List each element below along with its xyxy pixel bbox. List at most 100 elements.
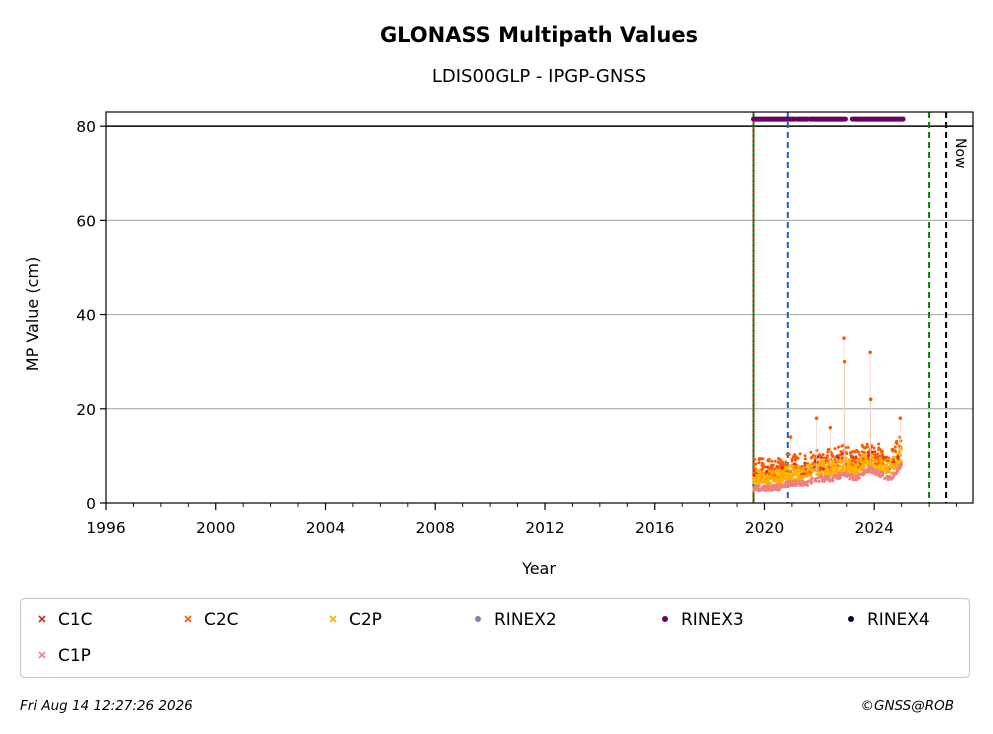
data-point — [768, 488, 772, 492]
data-point — [785, 453, 789, 457]
data-point — [883, 464, 887, 468]
data-point — [761, 466, 765, 470]
data-point — [892, 462, 896, 466]
data-point — [847, 458, 851, 462]
data-point — [847, 462, 851, 466]
legend-marker — [848, 616, 854, 622]
data-point — [793, 470, 797, 474]
legend: C1C C2C C2P RINEX2 RINEX3 RINEX4 C1P — [38, 610, 930, 666]
data-point — [779, 463, 783, 467]
data-point — [757, 458, 761, 462]
data-point — [847, 466, 851, 470]
data-point — [870, 450, 874, 454]
data-point — [752, 477, 756, 481]
data-point — [803, 461, 807, 465]
data-point — [806, 483, 810, 487]
data-point — [774, 469, 778, 473]
data-point — [790, 477, 794, 481]
data-point — [813, 459, 817, 463]
data-point — [866, 457, 870, 461]
data-point — [784, 467, 788, 471]
data-point — [771, 479, 775, 483]
data-point — [851, 456, 855, 460]
legend-marker — [38, 615, 46, 623]
data-point — [839, 460, 843, 464]
data-point — [787, 483, 791, 487]
data-point — [801, 466, 805, 470]
data-point — [843, 474, 847, 478]
data-point — [892, 474, 896, 478]
data-point — [879, 459, 883, 463]
legend-label-rinex4: RINEX4 — [867, 610, 930, 630]
y-axis: 0 20 40 60 80 — [76, 118, 106, 513]
data-point — [779, 474, 783, 478]
data-point — [780, 460, 784, 464]
data-point — [895, 439, 899, 443]
data-point — [837, 471, 841, 475]
data-point — [816, 460, 820, 464]
data-point — [798, 452, 802, 456]
data-point — [854, 460, 858, 464]
data-point — [826, 462, 830, 466]
data-point — [795, 472, 799, 476]
data-point — [752, 486, 756, 490]
data-point — [818, 475, 822, 479]
data-point — [847, 468, 851, 472]
data-point — [786, 480, 790, 484]
data-point — [825, 472, 829, 476]
data-point — [814, 479, 818, 483]
plot-area — [106, 112, 973, 503]
x-tick-label: 2008 — [416, 519, 455, 537]
data-point — [752, 473, 756, 477]
data-point — [790, 459, 794, 463]
now-label: Now — [952, 138, 968, 169]
data-point — [836, 465, 840, 469]
data-point — [820, 461, 824, 465]
data-point — [756, 470, 760, 474]
data-point — [861, 454, 865, 458]
chart-subtitle: LDIS00GLP - IPGP-GNSS — [432, 66, 646, 87]
data-point — [832, 468, 836, 472]
data-point — [784, 460, 788, 464]
data-point — [810, 480, 814, 484]
data-point — [893, 445, 897, 449]
data-point — [859, 468, 863, 472]
data-point — [889, 461, 893, 465]
data-point — [776, 480, 780, 484]
legend-marker — [662, 616, 668, 622]
data-point — [872, 446, 876, 450]
data-point — [873, 472, 877, 476]
data-point — [899, 439, 903, 443]
data-point — [892, 471, 896, 475]
data-point — [882, 469, 886, 473]
data-point — [833, 447, 837, 451]
data-point — [819, 454, 823, 458]
data-point — [877, 473, 881, 477]
data-point — [846, 446, 850, 450]
data-point — [861, 457, 865, 461]
data-point — [785, 471, 789, 475]
data-point — [766, 483, 770, 487]
data-point — [897, 459, 901, 463]
data-point — [771, 470, 775, 474]
data-point — [897, 467, 901, 471]
data-point — [825, 466, 829, 470]
peak-point — [898, 416, 903, 421]
data-point — [826, 450, 830, 454]
data-point — [767, 466, 771, 470]
data-point — [860, 450, 864, 454]
data-point — [781, 471, 785, 475]
legend-marker — [184, 615, 192, 623]
x-tick-label: 1996 — [86, 519, 125, 537]
legend-marker — [475, 616, 481, 622]
data-point — [803, 454, 807, 458]
data-point — [866, 468, 870, 472]
data-point — [790, 464, 794, 468]
data-point — [828, 470, 832, 474]
x-axis-label: Year — [521, 559, 556, 578]
data-point — [770, 459, 774, 463]
data-point — [782, 476, 786, 480]
data-point — [873, 460, 877, 464]
data-point — [824, 457, 828, 461]
